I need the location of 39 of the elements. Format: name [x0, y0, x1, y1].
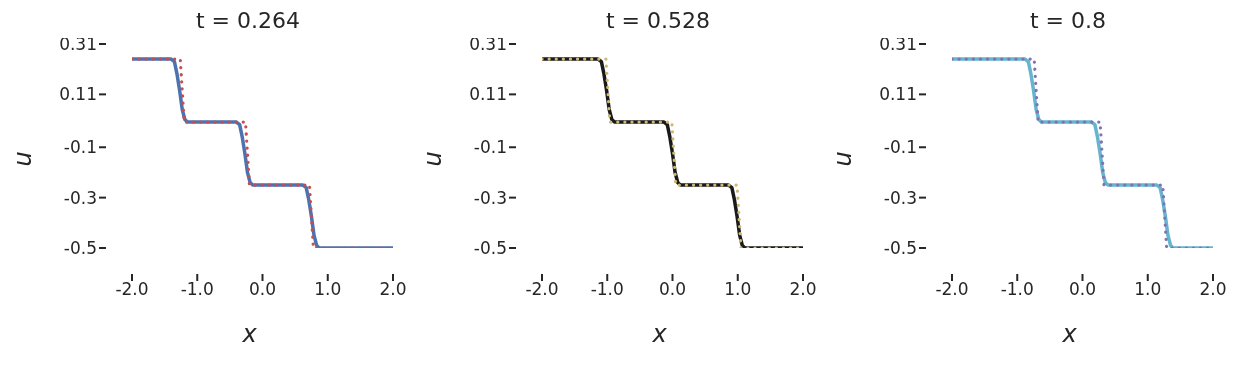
y-tick-label: -0.3	[883, 187, 917, 208]
x-tick-label: -2.0	[935, 279, 969, 300]
y-axis-title: u	[828, 151, 857, 167]
x-tick-label: 2.0	[1199, 279, 1227, 300]
chart-title: t = 0.528	[605, 8, 711, 33]
y-tick-label: -0.1	[473, 137, 507, 158]
x-axis-title: x	[241, 320, 258, 348]
y-tick-label: 0.11	[879, 84, 917, 105]
y-tick-label: -0.5	[473, 238, 507, 259]
chart-title: t = 0.264	[195, 8, 301, 33]
x-tick-label: -1.0	[1000, 279, 1034, 300]
x-tick-label: 0.0	[658, 279, 687, 300]
y-axis-title: u	[8, 151, 37, 167]
y-tick-label: 0.11	[59, 84, 97, 105]
y-tick-label: -0.3	[473, 187, 507, 208]
y-tick-label: 0.11	[469, 84, 507, 105]
x-tick-label: 1.0	[314, 279, 342, 300]
y-axis-title: u	[418, 151, 447, 167]
x-axis-title: x	[651, 320, 668, 348]
y-tick-label: -0.3	[63, 187, 97, 208]
x-tick-label: 1.0	[724, 279, 752, 300]
y-tick-label: 0.31	[59, 34, 97, 55]
x-tick-label: 0.0	[1068, 279, 1097, 300]
x-tick-label: -2.0	[115, 279, 149, 300]
x-tick-label: -1.0	[180, 279, 214, 300]
x-axis-title: x	[1061, 320, 1078, 348]
y-tick-label: -0.5	[63, 238, 97, 259]
x-tick-label: 2.0	[789, 279, 817, 300]
y-tick-label: 0.31	[469, 34, 507, 55]
x-tick-label: 1.0	[1134, 279, 1162, 300]
chart-title: t = 0.8	[1029, 8, 1107, 33]
y-tick-label: -0.1	[883, 137, 917, 158]
y-tick-label: 0.31	[879, 34, 917, 55]
y-tick-label: -0.5	[883, 238, 917, 259]
x-tick-label: -1.0	[590, 279, 624, 300]
x-tick-label: 2.0	[379, 279, 407, 300]
x-tick-label: 0.0	[248, 279, 277, 300]
x-tick-label: -2.0	[525, 279, 559, 300]
y-tick-label: -0.1	[63, 137, 97, 158]
